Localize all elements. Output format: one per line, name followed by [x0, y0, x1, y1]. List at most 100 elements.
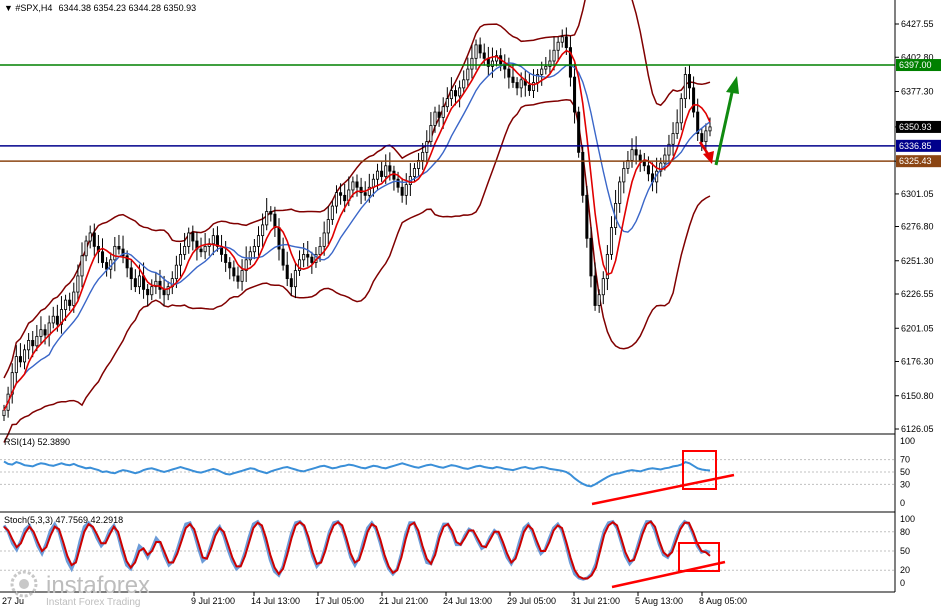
candle-body: [556, 41, 560, 51]
candle: [232, 260, 236, 282]
candle: [392, 165, 396, 191]
candle-body: [232, 267, 236, 277]
candle: [675, 109, 679, 139]
candle-body: [302, 254, 306, 261]
candle-body: [396, 178, 400, 188]
candle-body: [76, 275, 80, 293]
candle: [326, 206, 330, 245]
osc-level-label: 100: [900, 514, 915, 524]
candle-body: [261, 224, 265, 237]
candle-body: [43, 329, 47, 336]
candle-body: [388, 165, 392, 172]
time-axis: 9 Jul 21:00 14 Jul 13:00 17 Jul 05:00 21 Ju…: [2, 592, 747, 606]
current-price-tag: [896, 120, 941, 133]
candle-body: [105, 262, 109, 270]
level-tag: [896, 59, 941, 72]
candle: [679, 93, 683, 131]
upper-band-line: [3, 0, 711, 379]
candle: [527, 73, 531, 96]
osc-level-label: 0: [900, 498, 905, 508]
header-marker: ▼: [4, 3, 15, 13]
candle: [84, 235, 88, 262]
candle-body: [355, 181, 359, 188]
candle-body: [597, 294, 601, 306]
candle: [199, 237, 203, 258]
candle-body: [298, 259, 302, 271]
time-tick-label: 5 Aug 13:00: [635, 596, 683, 606]
candle-body: [380, 170, 384, 177]
candle-body: [256, 235, 261, 247]
candle: [121, 235, 125, 264]
candle-body: [285, 264, 289, 280]
candle-body: [700, 133, 704, 143]
candle: [453, 85, 458, 106]
candle: [289, 273, 293, 297]
candle: [113, 236, 117, 272]
candle-body: [638, 154, 642, 161]
candle: [183, 232, 187, 260]
down-arrow-shaft: [698, 141, 710, 155]
rsi-highlight-box: [682, 450, 717, 490]
osc-level-label: 20: [900, 565, 910, 575]
candle-body: [215, 235, 219, 247]
candle-body: [113, 245, 117, 261]
price-tick-label: 6251.30: [901, 256, 934, 266]
candle-body: [236, 275, 240, 282]
candle-body: [404, 184, 408, 196]
candle-body: [466, 68, 470, 81]
candle-body: [564, 36, 568, 48]
candle: [597, 289, 601, 313]
level-label: 6325.43: [899, 156, 932, 166]
candle-body: [601, 278, 605, 296]
price-tick-label: 6377.30: [901, 87, 934, 97]
candle: [80, 242, 84, 288]
candle-body: [68, 299, 72, 306]
candle-body: [166, 286, 170, 296]
price-tick-label: 6226.55: [901, 289, 934, 299]
candle-body: [199, 248, 203, 253]
candle-body: [306, 254, 310, 258]
current-price-label: 6350.93: [899, 122, 932, 132]
candle: [166, 281, 170, 301]
candle: [240, 259, 244, 291]
candle: [203, 232, 207, 260]
stoch-pane: 100 80 50 20 0 Stoch(5,3,3) 47.7569 42.2918: [0, 514, 915, 589]
candle-body: [622, 168, 626, 183]
candle: [298, 250, 302, 276]
candle-body: [392, 170, 396, 180]
osc-level-label: 30: [900, 479, 910, 489]
candle-body: [39, 329, 43, 337]
time-tick-label: 21 Jul 21:00: [379, 596, 428, 606]
candle: [215, 226, 219, 252]
candle-body: [80, 255, 84, 277]
candle-body: [129, 267, 133, 280]
candle: [100, 238, 105, 268]
candle-body: [626, 160, 630, 169]
candle-body: [174, 264, 178, 280]
ohlc-label: 6344.38 6354.23 6344.28 6350.93: [58, 3, 196, 13]
candle: [581, 144, 585, 203]
rsi-label: RSI(14) 52.3890: [4, 437, 70, 447]
candle-body: [376, 170, 380, 180]
candle-body: [92, 232, 96, 247]
rsi-annotations: [591, 450, 735, 506]
candle-body: [453, 90, 458, 97]
candle-body: [72, 291, 76, 306]
down-arrow-head: [703, 151, 714, 164]
candle: [593, 262, 597, 311]
candle: [605, 245, 609, 291]
candle-body: [490, 60, 494, 67]
candle-body: [384, 165, 388, 177]
candle-body: [589, 237, 593, 277]
candle-body: [343, 194, 347, 202]
candle-body: [367, 186, 371, 196]
candle: [577, 106, 581, 158]
candle: [622, 161, 626, 194]
candle-body: [293, 270, 297, 288]
candle-body: [470, 57, 474, 70]
candle: [23, 344, 27, 370]
candle: [425, 130, 429, 164]
candle-body: [507, 68, 511, 78]
candle: [478, 37, 482, 59]
osc-level-label: 50: [900, 467, 910, 477]
